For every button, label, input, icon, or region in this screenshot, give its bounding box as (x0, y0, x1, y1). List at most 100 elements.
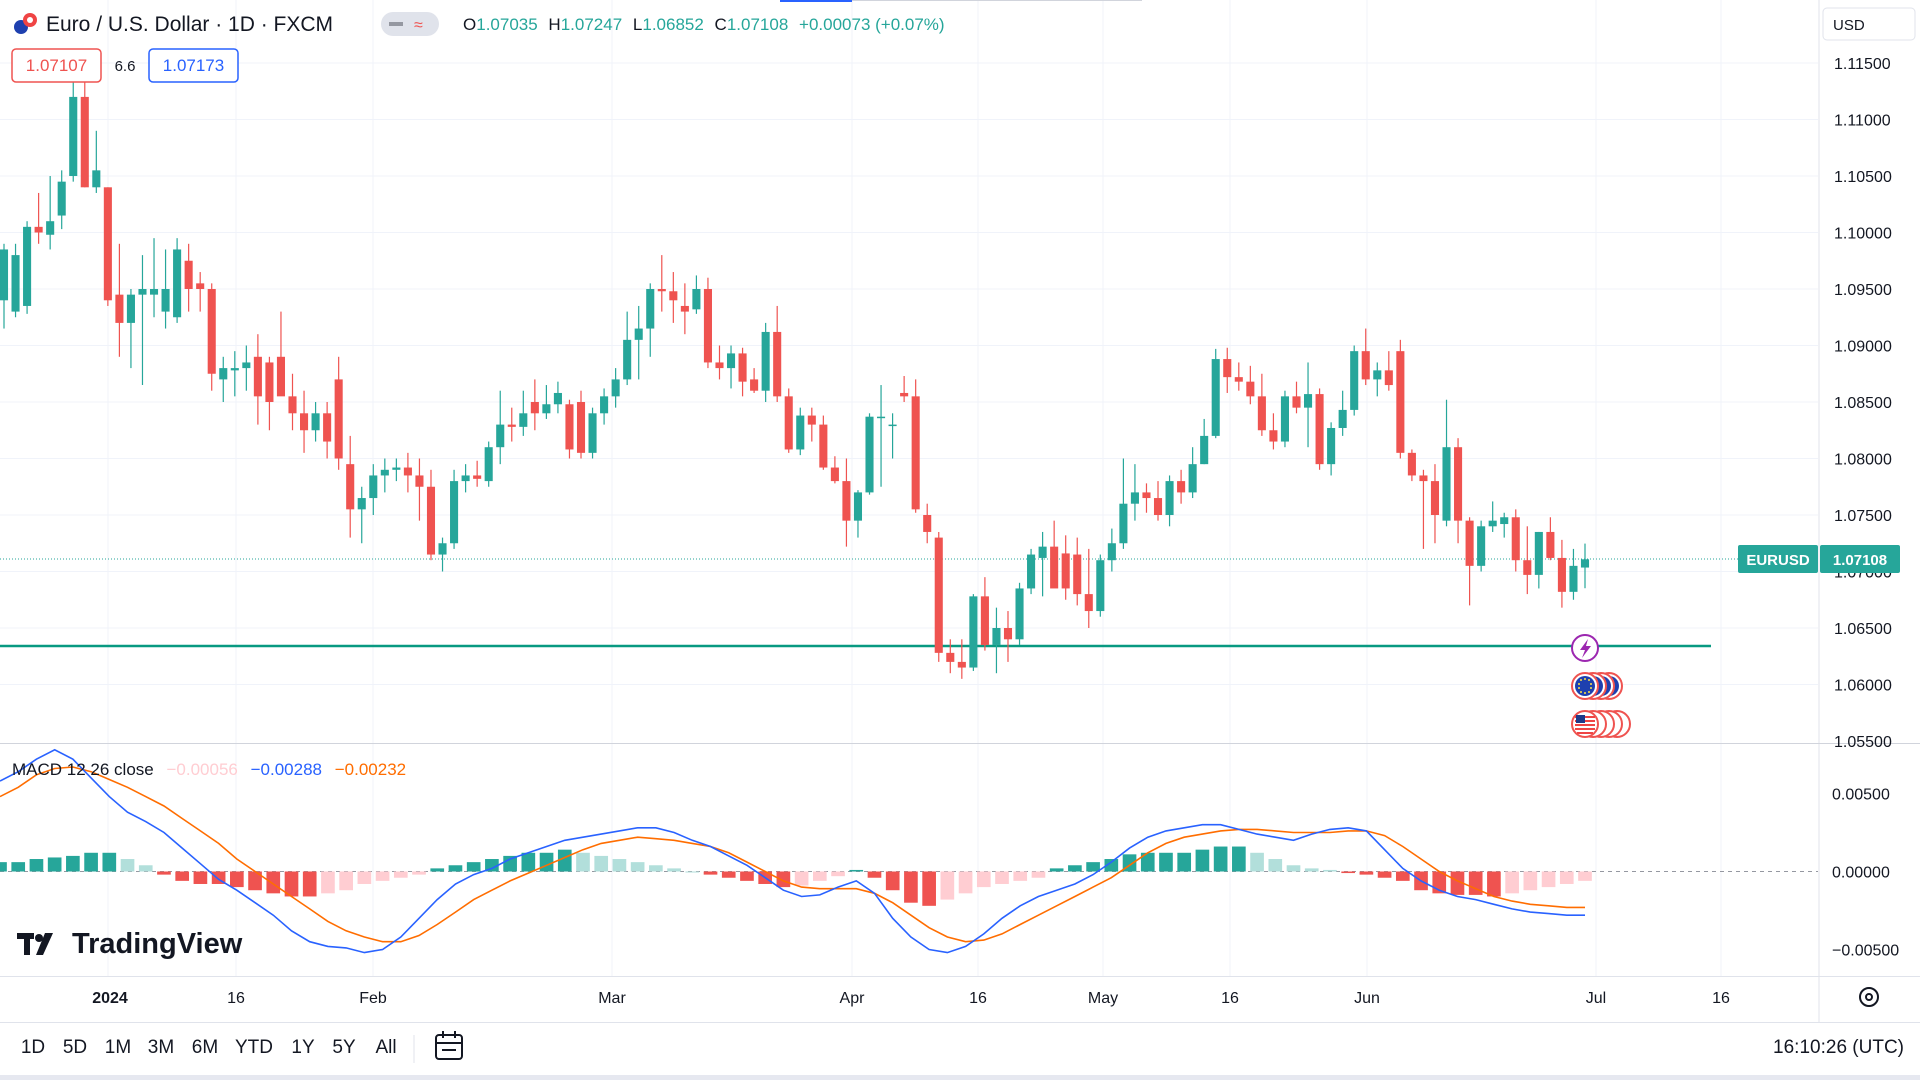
timeframe-button-1y[interactable]: 1Y (291, 1037, 315, 1058)
candle (1430, 464, 1440, 544)
macd-histogram-bar (1013, 871, 1028, 881)
candle (11, 243, 20, 318)
candle-body (703, 289, 712, 363)
candle (900, 376, 909, 402)
macd-axis[interactable]: 0.00500 0.00000 −0.00500 (1832, 787, 1899, 960)
candle (600, 388, 609, 425)
macd-histogram-bar (11, 862, 26, 872)
macd-histogram-bar (503, 855, 517, 872)
timeframe-button-ytd[interactable]: YTD (235, 1037, 273, 1058)
time-axis-label: Jul (1586, 990, 1606, 1007)
candle (1338, 390, 1347, 436)
candle-body (80, 96, 89, 188)
candle-body (542, 404, 551, 414)
macd-histogram-bar (1341, 871, 1355, 874)
utc-clock[interactable]: 16:10:26 (UTC) (1773, 1037, 1904, 1058)
candle (715, 345, 724, 380)
price-axis[interactable]: 1.11500 1.11000 1.10500 1.10000 1.09500 1.090… (1834, 56, 1892, 751)
timeframe-button-1m[interactable]: 1M (105, 1037, 131, 1058)
timeframe-button-3m[interactable]: 3M (148, 1037, 174, 1058)
time-axis-label: Apr (840, 990, 866, 1007)
candle-body (1165, 481, 1174, 515)
symbol-logo-icon (14, 13, 37, 34)
candle (115, 243, 124, 357)
candle (853, 490, 863, 538)
eu-flag-event-icon[interactable] (1571, 672, 1623, 700)
macd-histogram-bar (430, 868, 445, 872)
symbol-legend[interactable]: Euro / U.S. Dollar · 1D · FXCM ≈ O1.0703… (14, 12, 945, 36)
candle (184, 243, 193, 312)
candle (1396, 339, 1405, 459)
candle (461, 464, 470, 493)
macd-histogram-bar (29, 859, 44, 872)
timeframe-button-1d[interactable]: 1D (21, 1037, 45, 1058)
currency-selector[interactable]: USD (1822, 7, 1916, 41)
candle (1315, 388, 1324, 470)
candle-body (323, 413, 332, 442)
buy-button[interactable]: 1.07173 (148, 48, 239, 83)
macd-histogram-bar (120, 859, 135, 872)
candle-body (588, 413, 597, 453)
sell-price: 1.07107 (26, 56, 87, 75)
symbol-title: Euro / U.S. Dollar · 1D · FXCM (46, 13, 333, 36)
candle (519, 390, 528, 436)
macd-histogram-bar (1031, 871, 1046, 878)
candle (1534, 531, 1543, 589)
candle-body (1454, 447, 1463, 521)
price-tick-label: 1.06000 (1834, 678, 1892, 695)
macd-histogram-bar (1232, 846, 1246, 872)
macd-histogram-bar (1359, 871, 1374, 875)
candle (265, 356, 274, 431)
macd-histogram-bar (1140, 852, 1155, 872)
candle-body (726, 353, 736, 369)
timeframe-button-all[interactable]: All (375, 1037, 396, 1058)
candle-body (1580, 559, 1590, 568)
macd-histogram-bar (1250, 852, 1264, 872)
macd-histogram-bar (539, 852, 554, 872)
price-tick-label: 1.08500 (1834, 395, 1892, 412)
candle-body (865, 416, 874, 493)
candle-body (1142, 492, 1151, 499)
macd-legend[interactable]: MACD 12 26 close −0.00056 −0.00288 −0.00… (12, 760, 406, 779)
price-tick-label: 1.10500 (1834, 169, 1892, 186)
candle (669, 272, 678, 323)
candle-body (334, 379, 343, 459)
candle (103, 187, 112, 306)
timeframe-button-5y[interactable]: 5Y (332, 1037, 356, 1058)
indicator-toggle-pill[interactable]: ≈ (381, 12, 439, 36)
sell-button[interactable]: 1.07107 (11, 48, 102, 83)
candle-body (346, 464, 355, 510)
candle (380, 458, 389, 493)
macd-histogram-bar (1505, 871, 1519, 894)
candle (369, 464, 378, 515)
macd-histogram-bar (157, 871, 171, 875)
candle (588, 407, 597, 459)
candle-body (519, 413, 528, 427)
timeframe-button-6m[interactable]: 6M (192, 1037, 218, 1058)
macd-histogram-bar (1450, 871, 1465, 895)
lightning-event-icon[interactable] (1571, 634, 1599, 662)
macd-histogram-bar (703, 871, 718, 875)
macd-histogram-bar (1286, 865, 1301, 872)
grid (0, 0, 1818, 976)
macd-line (0, 748, 1585, 954)
candle (1177, 469, 1186, 504)
time-axis-label: 16 (1221, 990, 1239, 1007)
price-tick-label: 1.05500 (1834, 734, 1892, 751)
candle-body (1361, 351, 1370, 380)
settings-gear-icon[interactable] (1859, 987, 1879, 1007)
candle (611, 368, 620, 408)
us-flag-event-icon[interactable] (1571, 710, 1631, 738)
macd-histogram-bar (1395, 871, 1410, 881)
candle-body (69, 96, 78, 176)
candle-body (115, 294, 124, 323)
macd-histogram-bar (849, 869, 864, 872)
date-range-calendar-icon[interactable] (435, 1031, 463, 1060)
time-axis[interactable]: 2024 16 Feb Mar Apr 16 May 16 Jun Jul 16 (92, 990, 1730, 1007)
candle-body (623, 339, 632, 380)
macd-histogram-bar (867, 871, 882, 878)
timeframe-button-5d[interactable]: 5D (63, 1037, 87, 1058)
candle (946, 639, 955, 674)
macd-histogram-bar (667, 868, 681, 872)
buy-price: 1.07173 (163, 56, 224, 75)
